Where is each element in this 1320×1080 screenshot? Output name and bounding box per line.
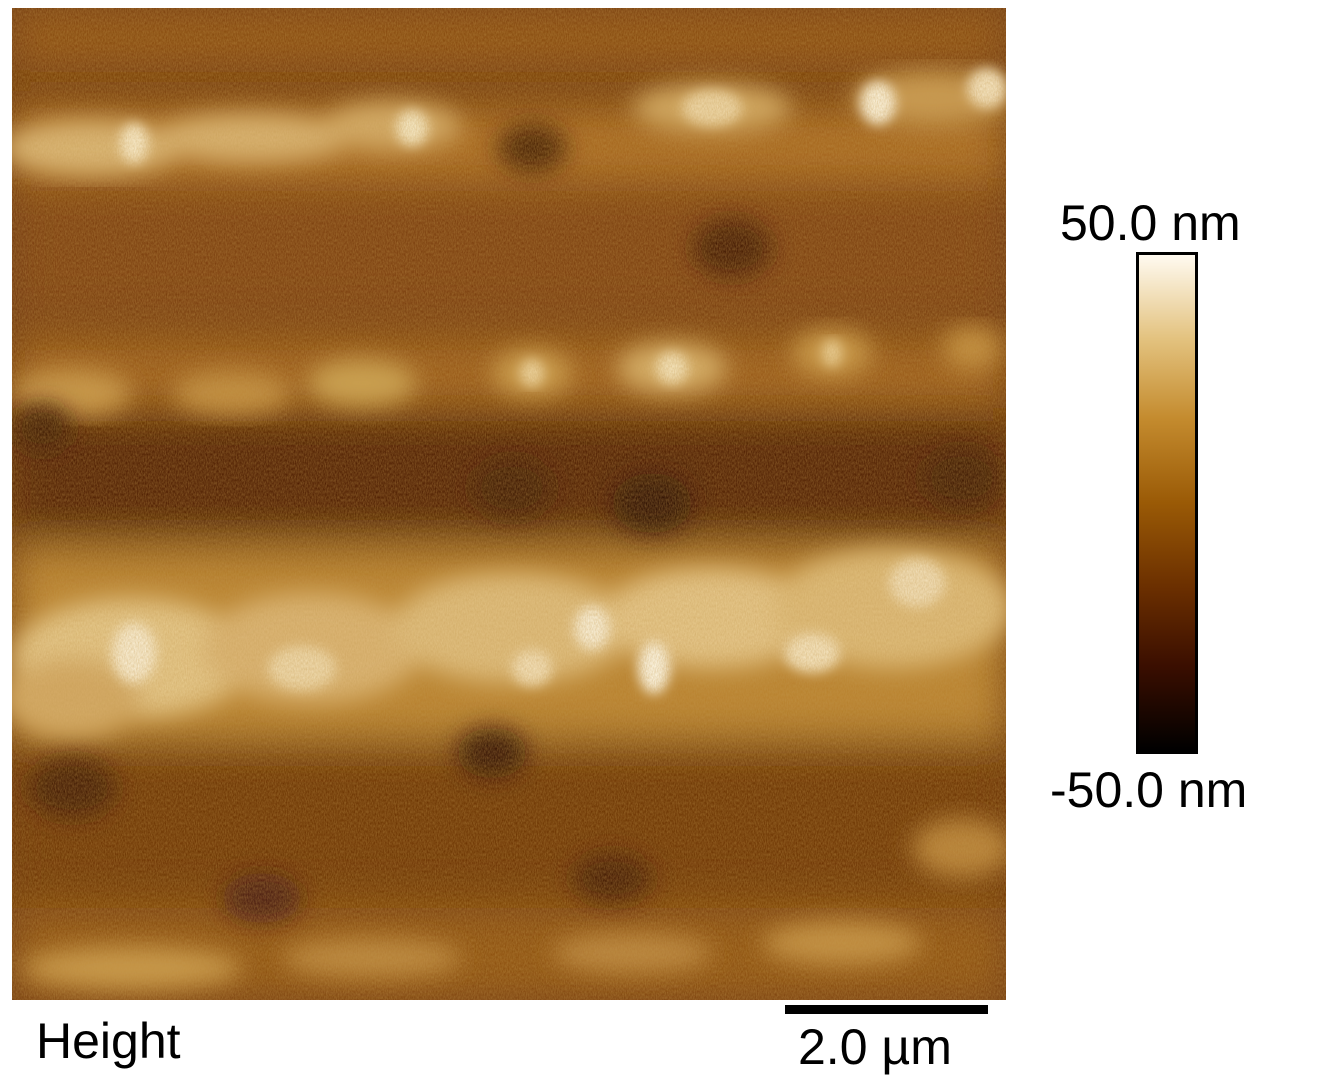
colorbar-max-label: 50.0 nm	[1060, 195, 1241, 251]
colorbar-min-label: -50.0 nm	[1050, 762, 1248, 818]
channel-label: Height	[36, 1013, 181, 1069]
scale-bar	[785, 1005, 988, 1014]
colorbar	[1136, 252, 1198, 754]
scale-bar-label: 2.0 µm	[798, 1019, 952, 1075]
afm-height-map	[12, 8, 1006, 1000]
